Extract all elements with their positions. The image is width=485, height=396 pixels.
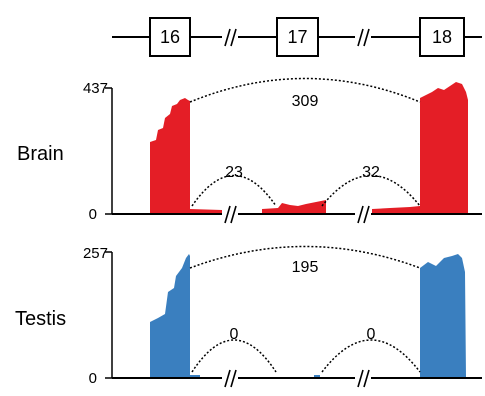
testis-junction-left-count: 0 <box>230 326 239 343</box>
testis-junction-skip-arc <box>189 245 421 269</box>
brain-ymin-label: 0 <box>89 206 97 223</box>
exon-17-box <box>276 17 319 57</box>
gene-model: 16 17 18 <box>112 17 482 57</box>
gene-break-right <box>355 27 371 47</box>
brain-junction-left-count: 23 <box>225 164 243 181</box>
testis-break-right <box>355 368 371 388</box>
testis-coverage <box>150 254 466 378</box>
exon-17-label: 17 <box>287 27 307 47</box>
testis-ymax-label: 257 <box>83 245 108 262</box>
testis-junction-skip-count: 195 <box>292 259 319 276</box>
testis-coverage-exon-18 <box>420 254 466 378</box>
exon-18-label: 18 <box>432 27 452 47</box>
testis-tissue-label: Testis <box>15 308 66 330</box>
exon-16-label: 16 <box>160 27 180 47</box>
brain-ymax-label: 437 <box>83 80 108 97</box>
brain-break-right <box>355 204 371 224</box>
brain-junction-skip-arc <box>189 77 421 103</box>
exon-16-box <box>149 17 191 57</box>
testis-break-left <box>222 368 238 388</box>
brain-break-left <box>222 204 238 224</box>
brain-coverage-exon-18 <box>420 82 468 214</box>
brain-junction-skip-count: 309 <box>292 93 319 110</box>
testis-coverage-exon-16 <box>150 254 190 378</box>
brain-coverage-exon-17 <box>262 200 326 214</box>
brain-track: Brain 437 0 309 23 32 <box>17 77 482 224</box>
testis-junction-right-arc <box>321 339 421 373</box>
testis-junction-right-count: 0 <box>367 326 376 343</box>
brain-coverage-intron-right <box>372 206 420 214</box>
brain-tissue-label: Brain <box>17 143 64 165</box>
testis-junction-left-arc <box>191 339 277 373</box>
brain-junction-right-count: 32 <box>362 164 380 181</box>
brain-coverage-exon-16 <box>150 98 190 214</box>
brain-coverage <box>150 82 468 214</box>
brain-junction-left-arc <box>191 174 277 207</box>
exon-18-box <box>419 17 465 57</box>
testis-ymin-label: 0 <box>89 370 97 387</box>
testis-track: Testis 257 0 195 0 0 <box>15 245 482 388</box>
gene-break-left <box>222 27 238 47</box>
brain-coverage-intron-left <box>190 209 222 214</box>
